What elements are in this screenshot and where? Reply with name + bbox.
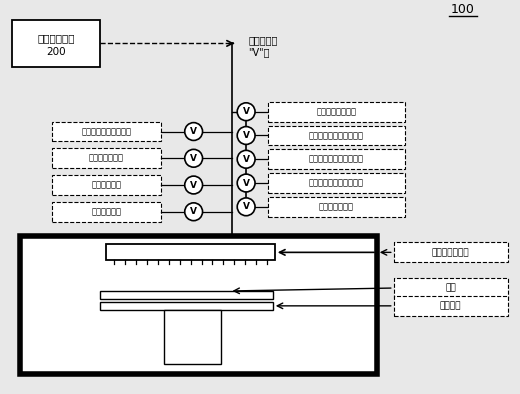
Bar bbox=[394, 242, 508, 262]
Bar bbox=[99, 291, 273, 299]
Bar bbox=[394, 296, 508, 316]
Text: 100: 100 bbox=[451, 3, 475, 16]
Text: V: V bbox=[190, 207, 197, 216]
Text: V: V bbox=[243, 131, 250, 140]
Text: V: V bbox=[243, 202, 250, 211]
Text: コントローラ: コントローラ bbox=[37, 33, 75, 43]
Text: オキシダント３: オキシダント３ bbox=[89, 154, 124, 163]
Bar bbox=[268, 173, 405, 193]
Bar bbox=[268, 102, 405, 122]
Text: 200: 200 bbox=[46, 47, 66, 57]
Circle shape bbox=[185, 123, 203, 140]
Circle shape bbox=[237, 126, 255, 145]
Text: シャワーヘッド: シャワーヘッド bbox=[432, 248, 470, 257]
Text: V: V bbox=[190, 154, 197, 163]
Circle shape bbox=[237, 174, 255, 192]
Circle shape bbox=[185, 149, 203, 167]
Bar bbox=[268, 126, 405, 145]
Bar bbox=[52, 149, 161, 168]
Circle shape bbox=[237, 151, 255, 168]
Text: パージ１〜３: パージ１〜３ bbox=[92, 180, 122, 190]
Text: 遅緩プリカーサ: 遅緩プリカーサ bbox=[319, 202, 354, 211]
Text: ドーパントプリカーサ３: ドーパントプリカーサ３ bbox=[309, 178, 364, 188]
Bar bbox=[52, 122, 161, 141]
Text: ドーパントプリカーサ１: ドーパントプリカーサ１ bbox=[309, 131, 364, 140]
Bar bbox=[268, 197, 405, 217]
Text: V: V bbox=[243, 178, 250, 188]
Text: オキシダント１又は２: オキシダント１又は２ bbox=[82, 127, 132, 136]
Text: サセプタ: サセプタ bbox=[440, 301, 461, 310]
Bar bbox=[52, 175, 161, 195]
Bar bbox=[52, 202, 161, 222]
Circle shape bbox=[185, 176, 203, 194]
Bar bbox=[268, 149, 405, 169]
Bar bbox=[99, 302, 273, 310]
Text: V: V bbox=[190, 127, 197, 136]
Bar bbox=[394, 278, 508, 298]
Circle shape bbox=[185, 203, 203, 221]
Text: 他のバルブ
"V"へ: 他のバルブ "V"へ bbox=[248, 35, 278, 57]
Bar bbox=[20, 236, 377, 374]
Circle shape bbox=[237, 198, 255, 216]
Text: パージ４〜６: パージ４〜６ bbox=[92, 207, 122, 216]
Text: V: V bbox=[243, 155, 250, 164]
Text: 基板: 基板 bbox=[445, 284, 456, 292]
Text: V: V bbox=[243, 107, 250, 116]
Bar bbox=[12, 20, 99, 67]
Text: ドーパントプリカーサ２: ドーパントプリカーサ２ bbox=[309, 155, 364, 164]
Text: V: V bbox=[190, 180, 197, 190]
Text: ベースプリカーサ: ベースプリカーサ bbox=[316, 107, 356, 116]
Bar bbox=[164, 310, 222, 364]
Circle shape bbox=[237, 103, 255, 121]
Bar bbox=[107, 244, 275, 260]
